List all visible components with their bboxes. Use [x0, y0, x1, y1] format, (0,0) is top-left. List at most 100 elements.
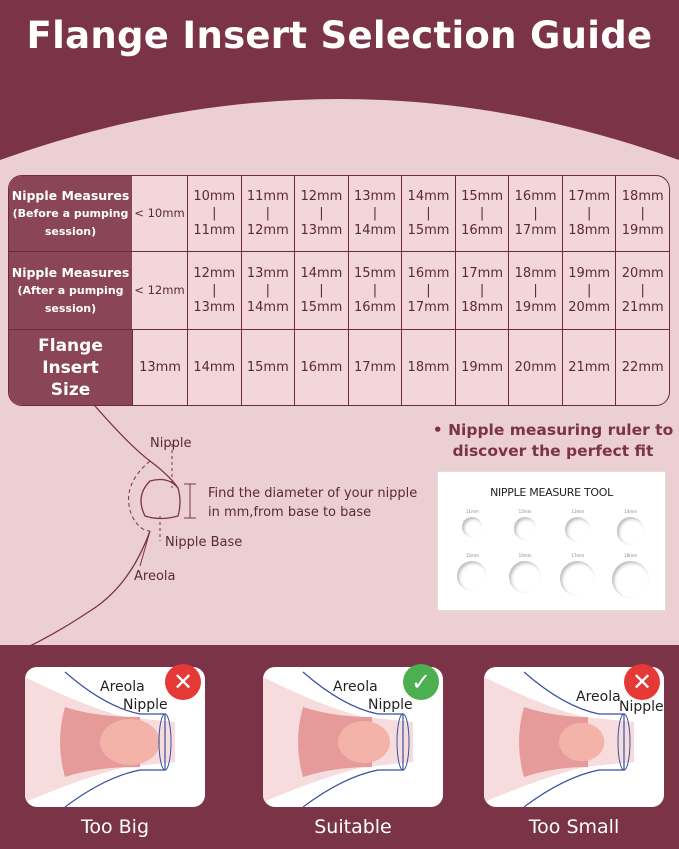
ruler-ring: 18mm	[604, 553, 657, 599]
nipple-measure-tool-image: NIPPLE MEASURE TOOL 11mm 12mm 13mm 14mm 15mm…	[437, 471, 666, 611]
range-from: 14mm	[407, 189, 450, 204]
flange-illustration	[484, 671, 634, 807]
range-from: 17mm	[461, 266, 503, 281]
table-cell: 17mm | 18mm	[561, 176, 616, 252]
areola-label: Areola	[576, 689, 621, 705]
range-from: 17mm	[568, 189, 611, 204]
range-from: 12mm	[300, 189, 343, 204]
cross-icon: ✕	[624, 664, 660, 700]
ring-size: 12mm	[518, 509, 532, 514]
range-to: 13mm	[193, 300, 236, 315]
cross-icon: ✕	[165, 664, 201, 700]
areola-label: Areola	[333, 679, 378, 695]
table-cell: 11mm | 12mm	[240, 176, 295, 252]
flange-illustration	[263, 671, 413, 807]
instruction-text: Find the diameter of your nipple in mm,f…	[208, 486, 418, 520]
fit-label: Suitable	[314, 816, 392, 838]
range-sep: |	[319, 283, 324, 298]
range-to: 19mm	[514, 300, 557, 315]
range-from: 13mm	[246, 266, 289, 281]
range-to: 16mm	[461, 223, 503, 238]
ring-size: 13mm	[571, 509, 585, 514]
range-to: 20mm	[568, 300, 611, 315]
table-cell: < 12mm	[132, 252, 187, 330]
table-cell: 16mm | 17mm	[508, 176, 562, 252]
range-from: 15mm	[461, 189, 503, 204]
range-to: 18mm	[461, 300, 503, 315]
fit-label: Too Small	[528, 816, 620, 838]
table-cell: 13mm | 14mm	[240, 252, 295, 330]
ring-size: 11mm	[465, 509, 479, 514]
range-to: 16mm	[354, 300, 396, 315]
ring-circle-icon	[462, 517, 482, 537]
row-label-sub: (After a pumping session)	[17, 283, 124, 315]
table-cell: 16mm	[294, 330, 348, 405]
range-sep: |	[212, 283, 217, 298]
range-sep: |	[372, 283, 378, 298]
row-label-before: Nipple Measures (Before a pumping session…	[9, 176, 132, 252]
range-to: 14mm	[246, 300, 289, 315]
table-cell: 20mm | 21mm	[615, 252, 669, 330]
check-icon: ✓	[403, 664, 439, 700]
ring-size: 15mm	[465, 552, 479, 558]
table-cell: 17mm | 18mm	[454, 252, 509, 330]
range-sep: |	[479, 283, 485, 298]
range-from: 18mm	[621, 189, 664, 204]
range-sep: |	[212, 206, 217, 221]
areola-label: Areola	[134, 569, 176, 584]
table-cell: 15mm | 16mm	[454, 176, 509, 252]
range-from: 11mm	[246, 189, 289, 204]
ring-circle-icon	[612, 561, 650, 599]
nipple-label: Nipple	[368, 697, 413, 713]
range-to: 13mm	[300, 223, 343, 238]
ruler-note: • Nipple measuring ruler to discover the…	[432, 421, 674, 460]
ring-circle-icon	[565, 517, 590, 542]
table-cell: 14mm | 15mm	[401, 176, 455, 252]
range-to: 15mm	[407, 223, 450, 238]
range-sep: |	[640, 283, 645, 298]
row-label-after: Nipple Measures (After a pumping session)	[9, 252, 132, 330]
range-sep: |	[426, 206, 431, 221]
ruler-ring: 16mm	[499, 553, 552, 599]
tool-title: NIPPLE MEASURE TOOL	[490, 486, 613, 499]
table-cell: < 10mm	[132, 176, 187, 252]
row-label-main: Nipple Measures	[11, 264, 130, 280]
range-sep: |	[265, 283, 271, 298]
ring-circle-icon	[617, 517, 645, 545]
range-to: 14mm	[354, 223, 396, 238]
ring-circle-icon	[560, 561, 595, 596]
ring-size: 16mm	[518, 552, 532, 558]
range-to: 11mm	[193, 223, 236, 238]
ruler-note-text: Nipple measuring ruler to discover the p…	[448, 421, 674, 460]
range-sep: |	[533, 283, 538, 298]
range-sep: |	[265, 206, 271, 221]
ruler-ring: 14mm	[604, 509, 657, 545]
ring-circle-icon	[457, 561, 487, 591]
ruler-ring: 13mm	[552, 509, 605, 545]
row-label-sub: (Before a pumping session)	[12, 206, 129, 238]
table-cell: 15mm	[240, 330, 295, 405]
row-label-flange: Flange Insert Size	[9, 330, 132, 405]
ring-size: 17mm	[571, 552, 585, 558]
fit-card-suitable: Areola Nipple	[263, 667, 443, 807]
range-to: 17mm	[514, 223, 557, 238]
range-from: 12mm	[193, 266, 236, 281]
table-cell: 12mm | 13mm	[187, 252, 241, 330]
ring-circle-icon	[514, 517, 537, 540]
page-title: Flange Insert Selection Guide	[26, 14, 653, 57]
table-cell: 16mm | 17mm	[401, 252, 455, 330]
table-cell: 14mm | 15mm	[294, 252, 348, 330]
range-sep: |	[426, 283, 431, 298]
range-from: 18mm	[514, 266, 557, 281]
table-cell: 18mm | 19mm	[508, 252, 562, 330]
range-sep: |	[586, 206, 592, 221]
range-sep: |	[640, 206, 645, 221]
table-cell: 18mm | 19mm	[615, 176, 669, 252]
nipple-base-label: Nipple Base	[165, 535, 243, 550]
range-from: 19mm	[568, 266, 611, 281]
table-cell: 13mm	[132, 330, 187, 405]
range-to: 18mm	[568, 223, 611, 238]
table-cell: 22mm	[615, 330, 669, 405]
table-cell: 13mm | 14mm	[347, 176, 402, 252]
table-cell: 12mm | 13mm	[294, 176, 348, 252]
